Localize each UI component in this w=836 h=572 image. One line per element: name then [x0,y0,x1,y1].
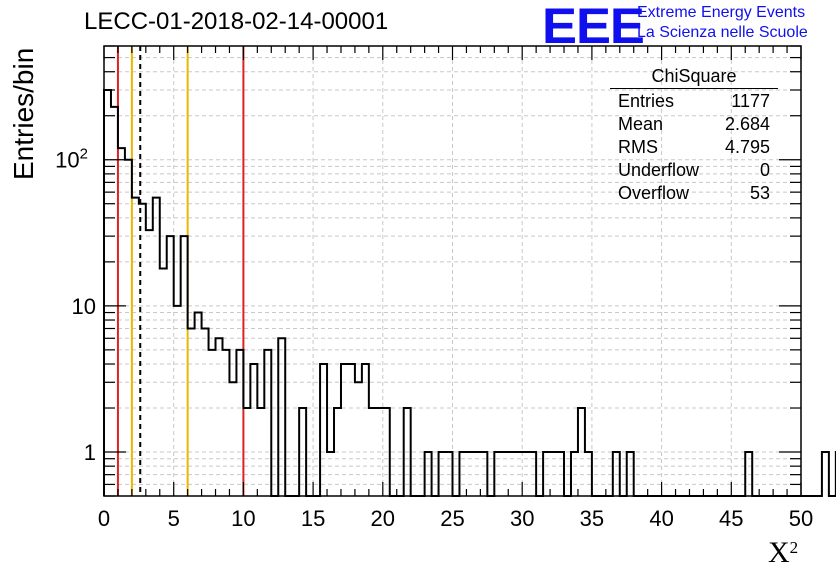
logo-tagline-2: La Scienza nelle Scuole [637,24,808,41]
stats-row-mean: Mean 2.684 [618,114,770,134]
x-tick-label: 15 [301,506,325,531]
stats-row-entries: Entries 1177 [618,91,770,111]
y-tick-label: 10 [72,294,96,319]
x-tick-label: 45 [719,506,743,531]
x-tick-label: 30 [510,506,534,531]
x-axis-label: X2 [768,536,799,569]
x-tick-label: 35 [580,506,604,531]
y-tick-label: 1 [84,440,96,465]
x-tick-label: 20 [371,506,395,531]
stats-box: ChiSquare Entries 1177 Mean 2.684 RMS 4.795… [610,66,778,206]
y-axis-label: Entries/bin [8,47,39,180]
x-tick-label: 25 [440,506,464,531]
stats-row-overflow: Overflow 53 [618,183,770,203]
x-tick-label: 10 [231,506,255,531]
stats-row-underflow: Underflow 0 [618,160,770,180]
y-tick-label: 102 [55,146,88,173]
y-axis-ticks: 1 10 102 [55,45,801,497]
logo-tagline-1: Extreme Energy Events [637,4,806,21]
stats-title: ChiSquare [610,66,778,89]
eee-logo: EEE [542,0,645,54]
x-tick-label: 50 [789,506,813,531]
stats-row-rms: RMS 4.795 [618,137,770,157]
x-axis-ticks: 0 5 10 15 20 25 30 35 40 45 50 [98,46,813,531]
x-tick-label: 0 [98,506,110,531]
x-tick-label: 5 [168,506,180,531]
x-tick-label: 40 [649,506,673,531]
plot-title: LECC-01-2018-02-14-00001 [84,8,389,35]
